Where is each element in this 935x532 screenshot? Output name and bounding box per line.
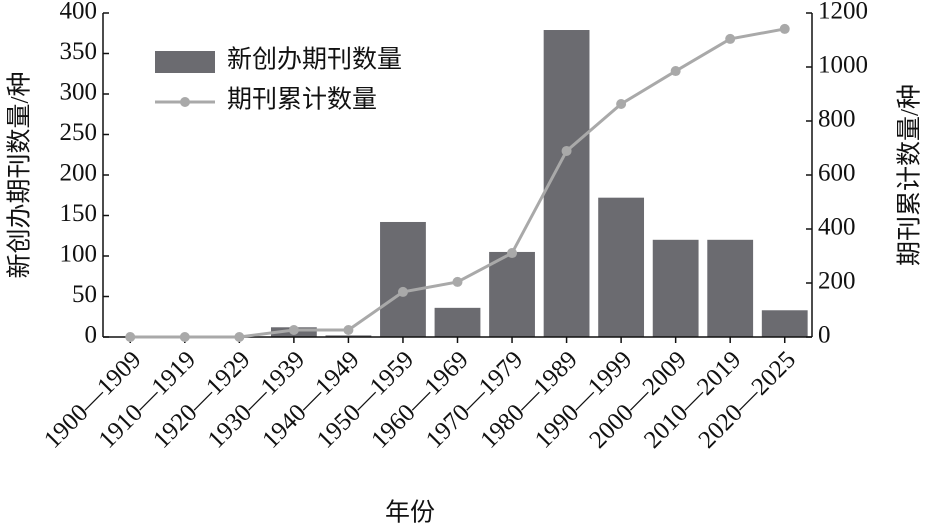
y2-tick-label: 1200 (818, 0, 868, 25)
line-point (616, 98, 627, 109)
y-tick-label: 100 (60, 241, 98, 268)
line-point (125, 332, 136, 342)
line-point (397, 286, 408, 297)
bar (652, 239, 699, 337)
y-tick-label: 200 (60, 160, 98, 187)
y2-tick-label: 600 (818, 160, 856, 187)
line-point (670, 66, 681, 77)
bar (325, 335, 372, 337)
y2-tick-label: 800 (818, 106, 856, 133)
y-tick-label: 50 (72, 281, 97, 308)
bar (543, 30, 590, 337)
legend-swatch (180, 97, 190, 107)
y2-tick-label: 1000 (818, 52, 868, 79)
y2-tick-label: 0 (818, 322, 831, 349)
y-tick-label: 250 (60, 119, 98, 146)
y2-tick-label: 200 (818, 268, 856, 295)
y2-axis-label: 期刊累计数量/种 (896, 84, 924, 266)
x-axis-label: 年份 (385, 499, 435, 527)
y-tick-label: 300 (60, 79, 98, 106)
y-tick-label: 400 (60, 0, 98, 25)
legend-label: 期刊累计数量 (227, 86, 377, 114)
legend-swatch (155, 51, 215, 73)
bar (761, 310, 808, 337)
bar (434, 307, 481, 337)
line-point (343, 324, 354, 335)
line-point (779, 23, 790, 34)
line-point (725, 33, 736, 44)
bar (380, 221, 426, 337)
y-tick-label: 350 (60, 38, 98, 65)
legend-label: 新创办期刊数量 (227, 46, 402, 74)
bar (489, 251, 535, 337)
line-point (507, 248, 518, 259)
y-axis-label: 新创办期刊数量/种 (6, 72, 34, 279)
line-point (234, 332, 245, 342)
bar (707, 239, 754, 337)
y-tick-label: 150 (60, 200, 98, 227)
line-point (561, 145, 572, 156)
line-point (452, 276, 463, 287)
y-tick-label: 0 (85, 322, 98, 349)
bar (598, 197, 645, 337)
y2-tick-label: 400 (818, 214, 856, 241)
line-point (288, 324, 299, 335)
line-point (179, 332, 190, 342)
